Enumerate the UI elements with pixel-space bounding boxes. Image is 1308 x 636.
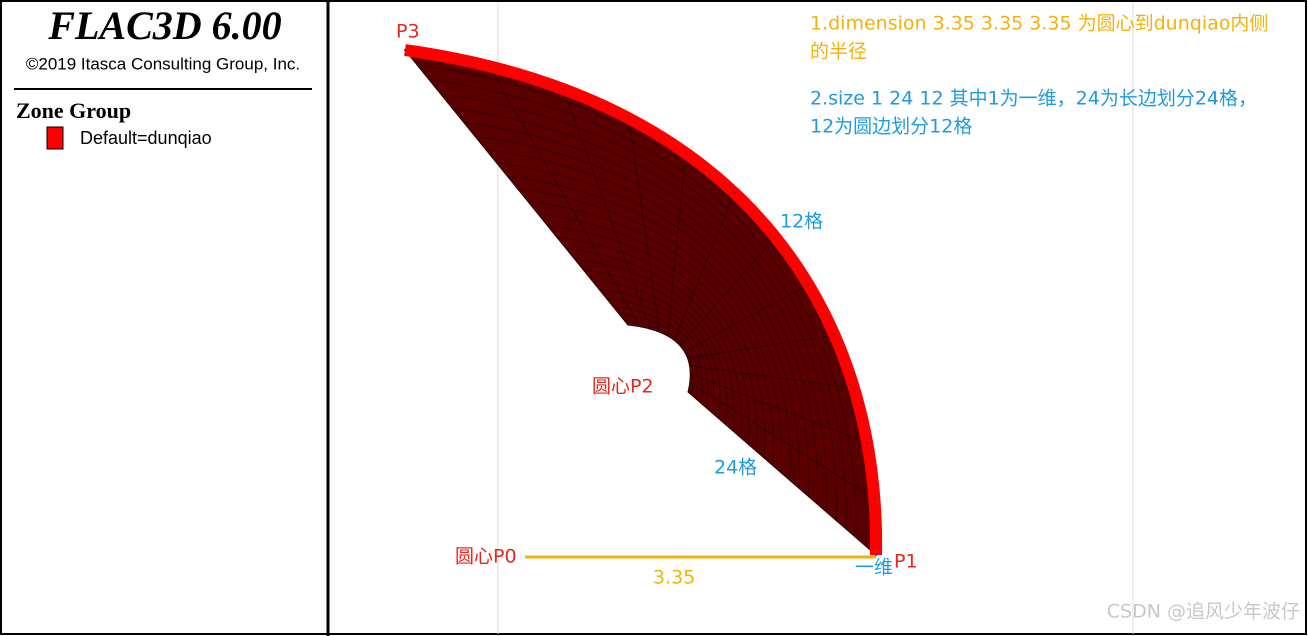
watermark: CSDN @追风少年波仔 <box>1107 601 1300 623</box>
mesh-line <box>440 93 847 530</box>
point-label: P1 <box>894 551 918 573</box>
note-line: 的半径 <box>810 41 867 63</box>
cell-label: 12格 <box>780 211 823 233</box>
mesh-line <box>583 269 728 425</box>
mesh-line <box>556 236 750 445</box>
mesh-line <box>517 188 783 473</box>
face-node <box>807 283 810 286</box>
mesh-line <box>416 64 867 547</box>
note-line: 1.dimension 3.35 3.35 3.35 为圆心到dunqiao内侧 <box>810 13 1268 35</box>
face-node <box>487 65 490 68</box>
face-node <box>866 441 869 444</box>
mesh-line <box>574 258 735 432</box>
length-label: 3.35 <box>653 567 695 589</box>
face-node <box>627 117 630 120</box>
mesh-line <box>428 79 857 538</box>
face-node <box>853 387 856 390</box>
mesh-line <box>474 135 818 505</box>
note-line: 12为圆边划分12格 <box>810 116 972 138</box>
point-label: 圆心P2 <box>592 376 654 398</box>
cell-label: 24格 <box>714 457 757 479</box>
mesh-line <box>527 200 774 466</box>
face-node <box>873 497 876 500</box>
mesh-line <box>547 224 758 452</box>
mesh-line <box>485 149 809 497</box>
mesh-line <box>624 320 694 395</box>
mesh-line <box>452 107 837 521</box>
copyright: ©2019 Itasca Consulting Group, Inc. <box>26 54 300 73</box>
face-node <box>833 334 836 337</box>
legend-swatch <box>46 126 64 150</box>
face-node <box>684 152 687 155</box>
face-node <box>562 88 565 91</box>
app-title: FLAC3D 6.00 <box>47 3 281 48</box>
legend-title: Zone Group <box>16 98 131 123</box>
mesh-line <box>463 121 828 513</box>
mesh <box>403 44 883 557</box>
mesh-line <box>537 212 766 459</box>
mesh-line <box>506 175 791 481</box>
mesh-line <box>598 288 715 414</box>
cell-label: 一维 <box>855 557 893 579</box>
mesh-line <box>488 65 641 327</box>
mesh-line <box>496 162 800 489</box>
mesh-line <box>687 391 877 556</box>
face-node <box>774 235 777 238</box>
mesh-line <box>591 279 721 419</box>
mesh-line <box>404 49 629 326</box>
legend-label: Default=dunqiao <box>80 128 212 148</box>
mesh-line <box>565 247 742 438</box>
face-node <box>733 191 736 194</box>
point-label: 圆心P0 <box>455 546 517 568</box>
mesh-line <box>613 306 703 403</box>
mesh-line <box>619 313 698 399</box>
note-line: 2.size 1 24 12 其中1为一维，24为长边划分24格， <box>810 88 1257 110</box>
point-label: P3 <box>396 21 420 43</box>
face-node <box>404 49 406 51</box>
mesh-line <box>606 297 709 408</box>
